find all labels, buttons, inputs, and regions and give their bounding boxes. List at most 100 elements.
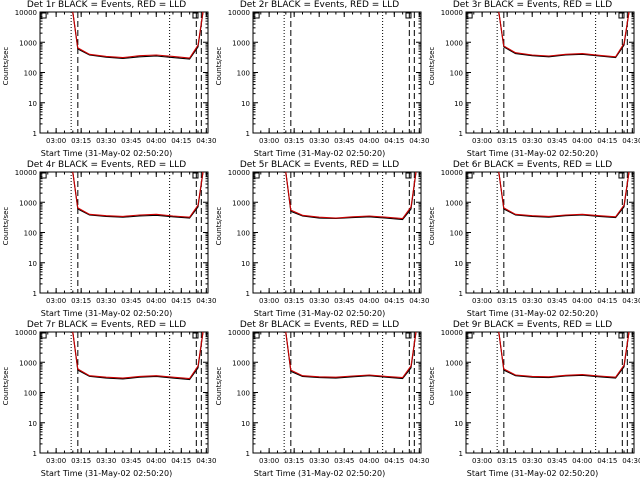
y-axis-label: Counts/sec (2, 206, 10, 246)
y-tick-label: 1 (459, 290, 463, 298)
box-marker (405, 12, 412, 19)
box-marker (253, 12, 260, 19)
panel-title: Det 3r BLACK = Events, RED = LLD (452, 0, 613, 10)
x-tick-label: 04:30 (622, 137, 640, 145)
detector-panel: 1 10 100 1000 10000 03:00 03:15 03:30 03:45 04:00… (213, 160, 429, 320)
x-tick-label: 03:30 (522, 297, 542, 305)
x-tick-label: 03:45 (121, 457, 141, 465)
panel-title: Det 5r BLACK = Events, RED = LLD (239, 160, 400, 170)
y-axis-label: Counts/sec (215, 46, 223, 86)
y-tick-label: 100 (24, 230, 37, 238)
y-tick-label: 1000 (19, 199, 37, 207)
lld-line (72, 171, 204, 218)
x-axis-label: Start Time (31-May-02 02:50:20) (466, 149, 599, 158)
y-tick-label: 100 (237, 70, 250, 78)
y-tick-label: 10 (28, 100, 37, 108)
x-tick-label: 03:30 (96, 297, 116, 305)
y-tick-label: 1 (459, 450, 463, 458)
box-marker (405, 332, 412, 339)
detector-panel: 1 10 100 1000 10000 03:00 03:15 03:30 03:45 04:00… (0, 320, 217, 480)
x-tick-label: 03:15 (284, 297, 304, 305)
x-axis-label: Start Time (31-May-02 02:50:20) (466, 309, 599, 318)
x-tick-label: 03:45 (334, 137, 354, 145)
y-tick-label: 1 (246, 450, 250, 458)
y-tick-label: 1 (33, 130, 37, 138)
y-tick-label: 1000 (19, 359, 37, 367)
x-axis-label: Start Time (31-May-02 02:50:20) (253, 469, 386, 478)
x-axis-label: Start Time (31-May-02 02:50:20) (466, 469, 599, 478)
x-tick-label: 03:15 (71, 137, 91, 145)
x-tick-label: 03:00 (46, 457, 66, 465)
detector-panel: 1 10 100 1000 10000 03:00 03:15 03:30 03:45 04:00… (426, 320, 640, 480)
chart-svg: 1 10 100 1000 10000 03:00 03:15 03:30 03:45 04:00… (441, 329, 640, 465)
y-tick-label: 100 (24, 390, 37, 398)
y-tick-label: 100 (450, 230, 463, 238)
events-line (285, 331, 417, 380)
lld-line (498, 171, 630, 218)
y-tick-label: 10000 (228, 9, 250, 17)
x-tick-label: 04:30 (409, 137, 429, 145)
detector-panel: 1 10 100 1000 10000 03:00 03:15 03:30 03:45 04:00… (0, 160, 216, 320)
x-tick-label: 04:00 (146, 457, 166, 465)
x-tick-label: 04:15 (597, 457, 617, 465)
y-tick-label: 10000 (441, 169, 463, 177)
panel-title: Det 1r BLACK = Events, RED = LLD (26, 0, 187, 10)
x-tick-label: 03:30 (522, 137, 542, 145)
x-tick-label: 03:15 (71, 457, 91, 465)
chart-svg: 1 10 100 1000 10000 03:00 03:15 03:30 03:45 04:00… (228, 9, 430, 145)
x-tick-label: 03:30 (309, 297, 329, 305)
y-tick-label: 1000 (232, 199, 250, 207)
x-tick-label: 04:15 (384, 457, 404, 465)
x-tick-label: 04:00 (572, 297, 592, 305)
panel-title: Det 2r BLACK = Events, RED = LLD (239, 0, 400, 10)
y-tick-label: 10000 (441, 329, 463, 337)
x-tick-label: 04:15 (384, 297, 404, 305)
y-tick-label: 10000 (15, 329, 37, 337)
x-tick-label: 04:30 (409, 457, 429, 465)
x-tick-label: 03:00 (472, 137, 492, 145)
detector-panel: 1 10 100 1000 10000 03:00 03:15 03:30 03:45 04:00… (426, 160, 640, 320)
box-marker (253, 172, 260, 179)
plot-frame (252, 331, 422, 454)
x-tick-label: 03:30 (96, 457, 116, 465)
y-tick-label: 100 (24, 70, 37, 78)
x-tick-label: 03:45 (334, 297, 354, 305)
box-marker (466, 172, 473, 179)
x-tick-label: 04:00 (359, 137, 379, 145)
box-marker (618, 172, 625, 179)
x-tick-label: 03:15 (284, 137, 304, 145)
chart-svg: 1 10 100 1000 10000 03:00 03:15 03:30 03:45 04:00… (15, 329, 217, 465)
y-tick-label: 100 (450, 390, 463, 398)
y-tick-label: 10 (28, 420, 37, 428)
plot-frame (252, 171, 422, 294)
x-tick-label: 03:15 (284, 457, 304, 465)
panel-title: Det 4r BLACK = Events, RED = LLD (26, 160, 187, 170)
x-tick-label: 03:30 (309, 137, 329, 145)
box-marker (192, 332, 199, 339)
events-line (498, 171, 630, 219)
chart-svg: 1 10 100 1000 10000 03:00 03:15 03:30 03:45 04:00… (441, 9, 640, 145)
x-tick-label: 03:00 (472, 297, 492, 305)
x-tick-label: 04:00 (146, 297, 166, 305)
chart-svg: 1 10 100 1000 10000 03:00 03:15 03:30 03:45 04:00… (441, 169, 640, 305)
x-tick-label: 04:00 (359, 457, 379, 465)
x-tick-label: 04:00 (572, 137, 592, 145)
x-tick-label: 03:45 (547, 457, 567, 465)
y-tick-label: 10000 (441, 9, 463, 17)
x-tick-label: 04:00 (359, 297, 379, 305)
x-tick-label: 03:00 (46, 297, 66, 305)
plot-frame (465, 11, 635, 134)
x-tick-label: 04:30 (622, 297, 640, 305)
plot-frame (465, 331, 635, 454)
y-tick-label: 1000 (445, 199, 463, 207)
y-tick-label: 1 (33, 290, 37, 298)
x-tick-label: 03:15 (497, 297, 517, 305)
box-marker (253, 332, 260, 339)
panel-title: Det 9r BLACK = Events, RED = LLD (452, 320, 613, 330)
x-axis-label: Start Time (31-May-02 02:50:20) (40, 149, 173, 158)
x-tick-label: 03:45 (547, 137, 567, 145)
plot-frame (39, 171, 209, 294)
y-tick-label: 10000 (15, 9, 37, 17)
events-line (498, 331, 630, 379)
